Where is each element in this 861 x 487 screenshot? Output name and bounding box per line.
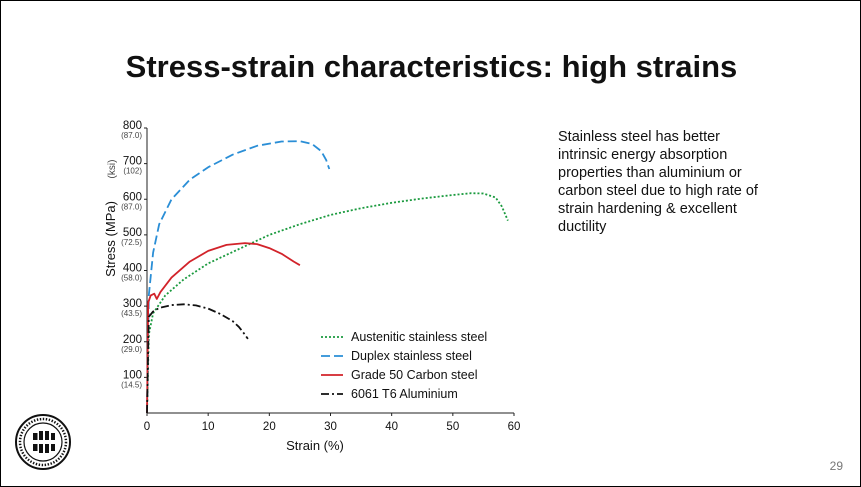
x-tick-label: 60 [508,421,521,433]
page-number: 29 [829,459,843,473]
legend-label: Grade 50 Carbon steel [351,368,477,382]
legend-label: Duplex stainless steel [351,349,472,363]
y-tick-label: 300 [123,298,142,310]
x-axis-label: Strain (%) [286,438,344,453]
y-tick-label: 500 [123,227,142,239]
y-tick-sublabel: (14.5) [121,380,142,389]
y-tick-label: 700 [123,156,142,168]
series-line-2 [146,140,331,414]
y-tick-sublabel: (43.5) [121,309,142,318]
y-tick-label: 400 [123,263,142,275]
chart-series [146,140,509,414]
chart-axes: 100(14.5)200(29.0)300(43.5)400(58.0)500(… [121,120,520,433]
y-tick-label: 100 [123,369,142,381]
y-tick-sublabel: (72.5) [121,238,142,247]
y-tick-label: 600 [123,191,142,203]
y-axis-label: Stress (MPa) [103,201,118,277]
y-tick-label: 200 [123,334,142,346]
series-line-3 [146,242,301,414]
y-tick-sublabel: (102) [123,167,142,176]
x-tick-label: 20 [263,421,276,433]
chart-legend: Austenitic stainless steel Duplex stainle… [321,330,487,401]
x-tick-label: 50 [446,421,459,433]
series-line-4 [146,303,249,414]
x-tick-label: 30 [324,421,337,433]
y-tick-sublabel: (29.0) [121,345,142,354]
x-tick-label: 0 [144,421,150,433]
x-tick-label: 40 [385,421,398,433]
x-tick-label: 10 [202,421,215,433]
y-tick-sublabel: (58.0) [121,274,142,283]
y-axis-unit-label: (ksi) [107,160,118,179]
y-tick-sublabel: (87.0) [121,202,142,211]
y-tick-label: 800 [123,120,142,132]
description-text: Stainless steel has better intrinsic ene… [558,129,758,235]
aisc-seal-icon [15,414,71,470]
series-line-1 [146,192,509,414]
slide-title: Stress-strain characteristics: high stra… [125,49,738,84]
legend-label: 6061 T6 Aluminium [351,387,458,401]
y-tick-sublabel: (87.0) [121,131,142,140]
legend-label: Austenitic stainless steel [351,330,487,344]
